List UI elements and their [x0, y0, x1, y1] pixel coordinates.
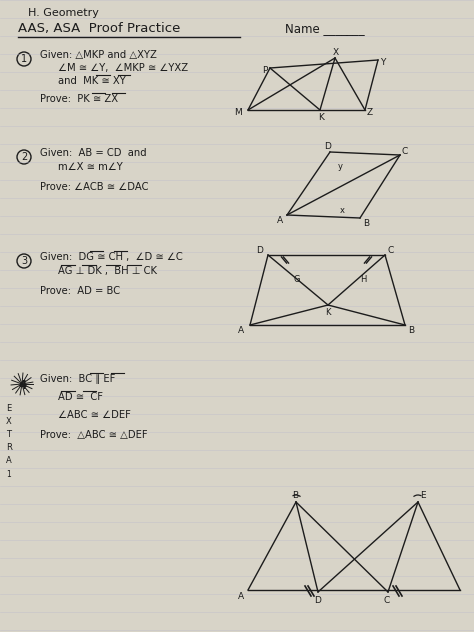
- Text: D: D: [256, 246, 263, 255]
- Text: ∠M ≅ ∠Y,  ∠MKP ≅ ∠YXZ: ∠M ≅ ∠Y, ∠MKP ≅ ∠YXZ: [58, 63, 188, 73]
- Text: x: x: [340, 206, 345, 215]
- Text: Prove:  PK ≅ ZX: Prove: PK ≅ ZX: [40, 94, 118, 104]
- Text: R: R: [6, 443, 12, 452]
- Text: Given:  BC ∥ EF: Given: BC ∥ EF: [40, 374, 115, 384]
- Text: Given: △MKP and △XYZ: Given: △MKP and △XYZ: [40, 50, 157, 60]
- Text: AD ≅  CF: AD ≅ CF: [58, 392, 103, 402]
- Text: B: B: [292, 491, 298, 500]
- Text: B: B: [408, 326, 414, 335]
- Text: H. Geometry: H. Geometry: [28, 8, 99, 18]
- Text: y: y: [338, 162, 343, 171]
- Text: D: D: [314, 596, 321, 605]
- Text: 2: 2: [21, 152, 27, 162]
- Text: X: X: [6, 417, 12, 426]
- Text: K: K: [325, 308, 330, 317]
- Text: A: A: [277, 216, 283, 225]
- Text: AAS, ASA  Proof Practice: AAS, ASA Proof Practice: [18, 22, 181, 35]
- Text: Z: Z: [367, 108, 373, 117]
- Text: T: T: [6, 430, 11, 439]
- Text: G: G: [294, 275, 301, 284]
- Text: m∠X ≅ m∠Y: m∠X ≅ m∠Y: [58, 162, 123, 172]
- Text: K: K: [318, 113, 324, 122]
- Text: D: D: [324, 142, 331, 151]
- Text: Name _______: Name _______: [285, 22, 365, 35]
- Text: Given:  DG ≅ CH ,  ∠D ≅ ∠C: Given: DG ≅ CH , ∠D ≅ ∠C: [40, 252, 183, 262]
- Text: C: C: [388, 246, 394, 255]
- Text: Prove:  AD = BC: Prove: AD = BC: [40, 286, 120, 296]
- Text: 1: 1: [6, 470, 11, 479]
- Text: M: M: [234, 108, 242, 117]
- Text: ∠ABC ≅ ∠DEF: ∠ABC ≅ ∠DEF: [58, 410, 131, 420]
- Text: Y: Y: [380, 58, 385, 67]
- Text: C: C: [402, 147, 408, 156]
- Text: H: H: [360, 275, 366, 284]
- Text: A: A: [6, 456, 12, 465]
- Text: Prove: ∠ACB ≅ ∠DAC: Prove: ∠ACB ≅ ∠DAC: [40, 182, 148, 192]
- Text: X: X: [333, 48, 339, 57]
- Text: B: B: [363, 219, 369, 228]
- Text: E: E: [6, 404, 11, 413]
- Text: 4: 4: [18, 379, 26, 392]
- Text: 3: 3: [21, 256, 27, 266]
- Text: A: A: [238, 592, 244, 601]
- Text: Given:  AB = CD  and: Given: AB = CD and: [40, 148, 146, 158]
- Text: A: A: [238, 326, 244, 335]
- Text: Prove:  △ABC ≅ △DEF: Prove: △ABC ≅ △DEF: [40, 430, 147, 440]
- Text: C: C: [384, 596, 390, 605]
- Text: E: E: [420, 491, 426, 500]
- Text: AG ⊥ DK ,  BH ⊥ CK: AG ⊥ DK , BH ⊥ CK: [58, 266, 157, 276]
- Text: and  MK ≅ XY: and MK ≅ XY: [58, 76, 126, 86]
- Text: P: P: [262, 66, 267, 75]
- Text: 1: 1: [21, 54, 27, 64]
